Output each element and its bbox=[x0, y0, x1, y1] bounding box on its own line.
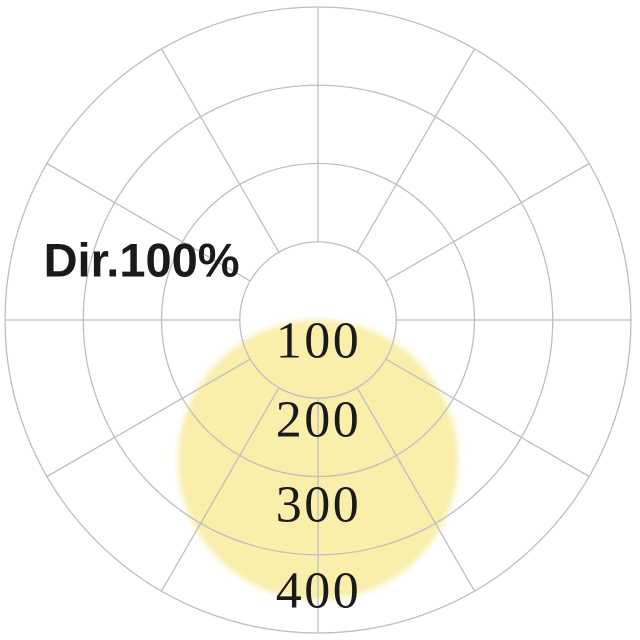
svg-text:400: 400 bbox=[276, 563, 362, 620]
svg-text:100: 100 bbox=[276, 313, 362, 370]
svg-text:300: 300 bbox=[276, 477, 362, 534]
svg-text:Dir.100%: Dir.100% bbox=[44, 234, 240, 287]
svg-text:200: 200 bbox=[276, 392, 362, 449]
